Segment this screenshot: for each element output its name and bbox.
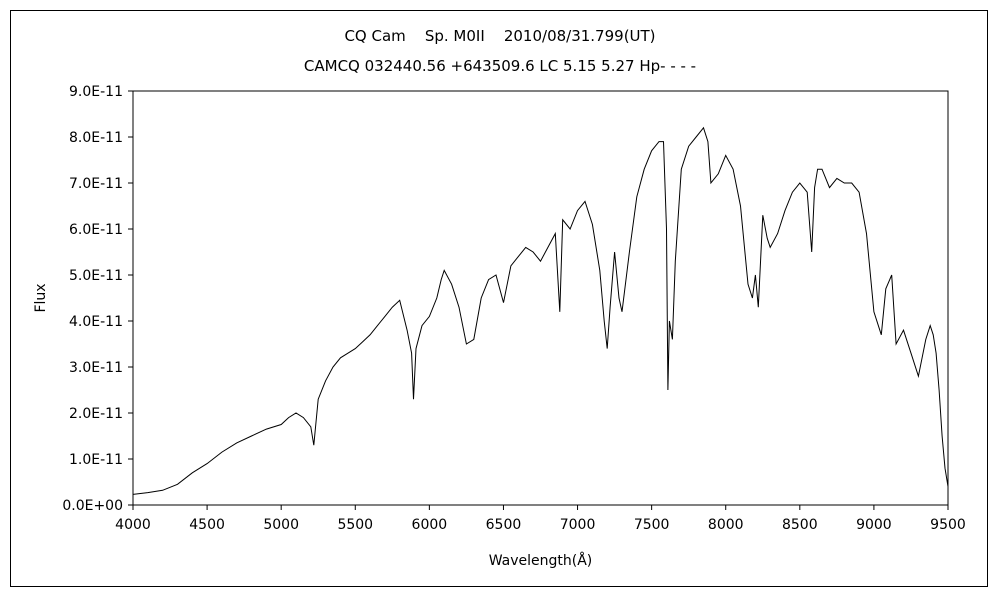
y-tick-label: 4.0E-11 [69,314,123,330]
y-tick-label: 6.0E-11 [69,222,123,238]
x-axis: 4000 4500 5000 5500 6000 6500 7000 7500 8000 8500… [115,505,966,533]
y-axis: 0.0E+00 1.0E-11 2.0E-11 3.0E-11 4.0E-11 5.0E-… [62,84,133,514]
chart-frame [10,10,988,587]
y-tick-label: 9.0E-11 [69,84,123,100]
x-tick-label: 8000 [708,517,744,533]
x-axis-label: Wavelength(Å) [489,552,593,569]
y-tick-label: 2.0E-11 [69,406,123,422]
y-tick-label: 1.0E-11 [69,452,123,468]
x-tick-label: 7500 [634,517,670,533]
x-tick-label: 5500 [337,517,373,533]
y-tick-label: 0.0E+00 [62,498,123,514]
x-tick-label: 4000 [115,517,151,533]
x-tick-label: 6500 [486,517,522,533]
x-tick-label: 9500 [930,517,966,533]
x-tick-label: 9000 [856,517,892,533]
x-tick-label: 8500 [782,517,818,533]
y-tick-label: 3.0E-11 [69,360,123,376]
y-tick-label: 7.0E-11 [69,176,123,192]
x-tick-label: 7000 [560,517,596,533]
plot-area [132,90,949,506]
y-tick-label: 8.0E-11 [69,130,123,146]
chart-subtitle: CAMCQ 032440.56 +643509.6 LC 5.15 5.27 H… [303,57,697,75]
chart-title: CQ Cam Sp. M0II 2010/08/31.799(UT) [344,27,656,45]
y-tick-label: 5.0E-11 [69,268,123,284]
x-tick-label: 5000 [263,517,299,533]
y-axis-label: Flux [33,283,49,312]
x-tick-label: 6000 [412,517,448,533]
x-tick-label: 4500 [189,517,225,533]
spectrum-line [132,126,949,495]
